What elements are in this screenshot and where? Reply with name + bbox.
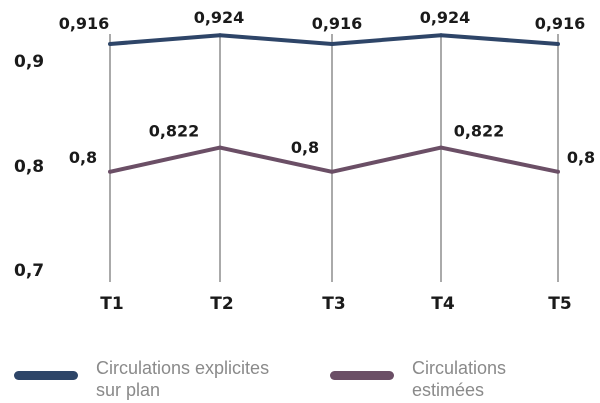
legend-label-estimated: Circulations estimées: [412, 358, 507, 400]
data-point: [218, 33, 222, 38]
y-tick-label: 0,7: [14, 261, 44, 281]
legend-label-explicit: Circulations explicites sur plan: [96, 358, 270, 400]
legend-swatch-estimated: [330, 371, 394, 380]
series-line-1: [109, 33, 559, 46]
data-label: 0,822: [454, 122, 505, 141]
data-point: [330, 169, 334, 174]
line-chart: 0,7 0,8 0,9 T1 T2 T3 T4 T5 0,916 0,924 0,916 0,924 0…: [14, 8, 595, 314]
data-point: [108, 169, 112, 174]
data-label: 0,8: [69, 148, 97, 167]
x-tick-label-t2: T2: [210, 294, 233, 314]
legend-item-estimated: Circulations estimées: [330, 357, 552, 401]
legend-swatch-explicit: [14, 371, 78, 380]
data-label: 0,924: [420, 8, 471, 27]
data-label: 0,916: [535, 14, 586, 33]
data-label: 0,822: [149, 122, 200, 141]
data-point: [108, 42, 112, 46]
y-tick-label: 0,9: [14, 52, 44, 72]
data-point: [439, 145, 443, 150]
x-tick-label-t4: T4: [431, 294, 455, 314]
data-point: [556, 42, 560, 46]
data-point: [556, 169, 560, 174]
data-label: 0,8: [291, 138, 319, 157]
y-tick-label: 0,8: [14, 157, 44, 177]
x-tick-label-t3: T3: [322, 294, 345, 314]
data-point: [330, 42, 334, 46]
x-tick-label-t1: T1: [100, 294, 123, 314]
data-label: 0,916: [312, 14, 363, 33]
data-label: 0,916: [59, 14, 110, 33]
legend-item-explicit: Circulations explicites sur plan: [14, 357, 286, 401]
data-point: [439, 33, 443, 38]
data-label: 0,8: [567, 148, 595, 167]
data-label: 0,924: [194, 8, 245, 27]
x-tick-label-t5: T5: [548, 294, 571, 314]
data-point: [218, 145, 222, 150]
series-line-2: [109, 145, 559, 174]
